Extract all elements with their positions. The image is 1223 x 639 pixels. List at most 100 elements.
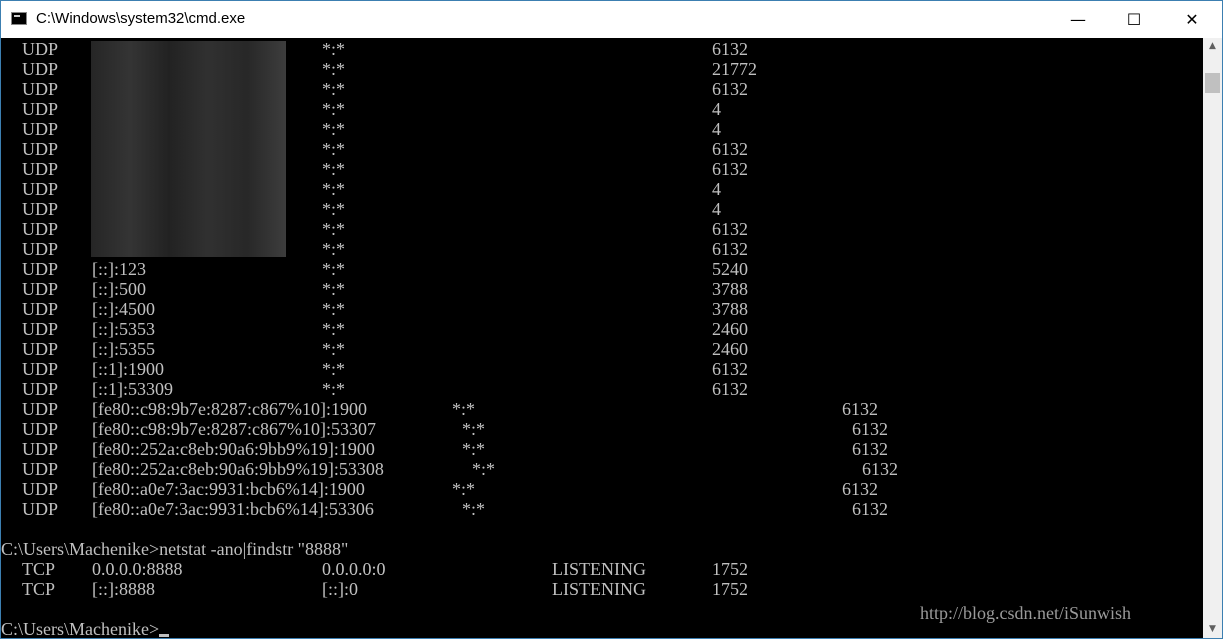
row-pid: 6132 [842,399,878,419]
row-pid: 4 [712,99,721,119]
row-foreign-address: *:* [452,399,476,419]
redacted-addresses [91,41,286,257]
row-foreign-address: *:* [322,39,346,59]
row-foreign-address: *:* [462,439,486,459]
row-local-address: [::]:5355 [92,339,155,359]
row-foreign-address: *:* [322,319,346,339]
row-protocol: UDP [22,379,59,399]
vertical-scrollbar[interactable]: ▲ ▼ [1203,38,1222,638]
row-local-address: [fe80::a0e7:3ac:9931:bcb6%14]:1900 [92,479,365,499]
row-foreign-address: *:* [322,139,346,159]
result-foreign-address: [::]:0 [322,579,358,599]
row-pid: 21772 [712,59,757,79]
row-foreign-address: *:* [322,219,346,239]
row-foreign-address: *:* [462,499,486,519]
row-foreign-address: *:* [322,99,346,119]
result-state: LISTENING [552,559,646,579]
row-local-address: [::1]:1900 [92,359,164,379]
row-pid: 6132 [852,439,888,459]
watermark: http://blog.csdn.net/iSunwish [920,603,1132,623]
row-pid: 6132 [712,359,748,379]
row-pid: 6132 [862,459,898,479]
row-pid: 6132 [712,219,748,239]
result-protocol: TCP [22,559,56,579]
row-protocol: UDP [22,319,59,339]
minimize-button[interactable]: — [1070,10,1086,29]
row-protocol: UDP [22,159,59,179]
console-output[interactable]: UDP *:* 6132 UDP *:* 21772 UDP *:* 6132 UDP *:* 4 UD… [1,38,1203,638]
row-pid: 6132 [712,379,748,399]
row-foreign-address: *:* [322,59,346,79]
row-local-address: [::]:500 [92,279,146,299]
text-cursor [159,634,170,637]
row-protocol: UDP [22,399,59,419]
row-local-address: [::1]:53309 [92,379,173,399]
row-protocol: UDP [22,239,59,259]
row-protocol: UDP [22,199,59,219]
row-pid: 2460 [712,339,748,359]
row-foreign-address: *:* [472,459,496,479]
row-protocol: UDP [22,499,59,519]
row-protocol: UDP [22,439,59,459]
row-foreign-address: *:* [322,339,346,359]
row-foreign-address: *:* [322,239,346,259]
window-title: C:\Windows\system32\cmd.exe [36,10,246,27]
result-pid: 1752 [712,559,748,579]
row-protocol: UDP [22,79,59,99]
row-protocol: UDP [22,259,59,279]
row-protocol: UDP [22,459,59,479]
maximize-button[interactable]: ☐ [1126,10,1142,29]
row-protocol: UDP [22,179,59,199]
row-local-address: [fe80::a0e7:3ac:9931:bcb6%14]:53306 [92,499,374,519]
row-pid: 6132 [712,239,748,259]
row-pid: 6132 [852,419,888,439]
row-pid: 2460 [712,319,748,339]
prompt-line: C:\Users\Machenike> [1,619,170,638]
row-protocol: UDP [22,419,59,439]
row-pid: 3788 [712,279,748,299]
scrollbar-thumb[interactable] [1205,73,1220,93]
close-button[interactable]: ✕ [1185,10,1199,29]
row-protocol: UDP [22,339,59,359]
row-foreign-address: *:* [322,299,346,319]
row-protocol: UDP [22,279,59,299]
title-bar[interactable]: C:\Windows\system32\cmd.exe — ☐ ✕ [1,1,1222,38]
row-protocol: UDP [22,139,59,159]
result-foreign-address: 0.0.0.0:0 [322,559,386,579]
row-local-address: [::]:4500 [92,299,155,319]
scroll-down-icon[interactable]: ▼ [1209,624,1216,634]
row-protocol: UDP [22,39,59,59]
row-pid: 6132 [712,39,748,59]
row-protocol: UDP [22,219,59,239]
row-foreign-address: *:* [322,179,346,199]
row-protocol: UDP [22,119,59,139]
row-foreign-address: *:* [322,359,346,379]
row-pid: 6132 [712,139,748,159]
row-pid: 4 [712,199,721,219]
row-local-address: [fe80::c98:9b7e:8287:c867%10]:53307 [92,419,376,439]
result-local-address: [::]:8888 [92,579,155,599]
result-protocol: TCP [22,579,56,599]
row-pid: 6132 [842,479,878,499]
row-pid: 6132 [852,499,888,519]
row-local-address: [::]:5353 [92,319,155,339]
row-pid: 3788 [712,299,748,319]
row-pid: 6132 [712,79,748,99]
row-foreign-address: *:* [322,199,346,219]
row-foreign-address: *:* [452,479,476,499]
row-protocol: UDP [22,299,59,319]
row-foreign-address: *:* [322,379,346,399]
result-pid: 1752 [712,579,748,599]
row-local-address: [fe80::c98:9b7e:8287:c867%10]:1900 [92,399,367,419]
row-protocol: UDP [22,479,59,499]
row-foreign-address: *:* [322,119,346,139]
row-pid: 5240 [712,259,748,279]
row-pid: 4 [712,179,721,199]
row-protocol: UDP [22,59,59,79]
row-foreign-address: *:* [322,259,346,279]
row-protocol: UDP [22,99,59,119]
scroll-up-icon[interactable]: ▲ [1209,41,1216,51]
result-local-address: 0.0.0.0:8888 [92,559,183,579]
command-line: C:\Users\Machenike>netstat -ano|findstr … [1,539,349,559]
